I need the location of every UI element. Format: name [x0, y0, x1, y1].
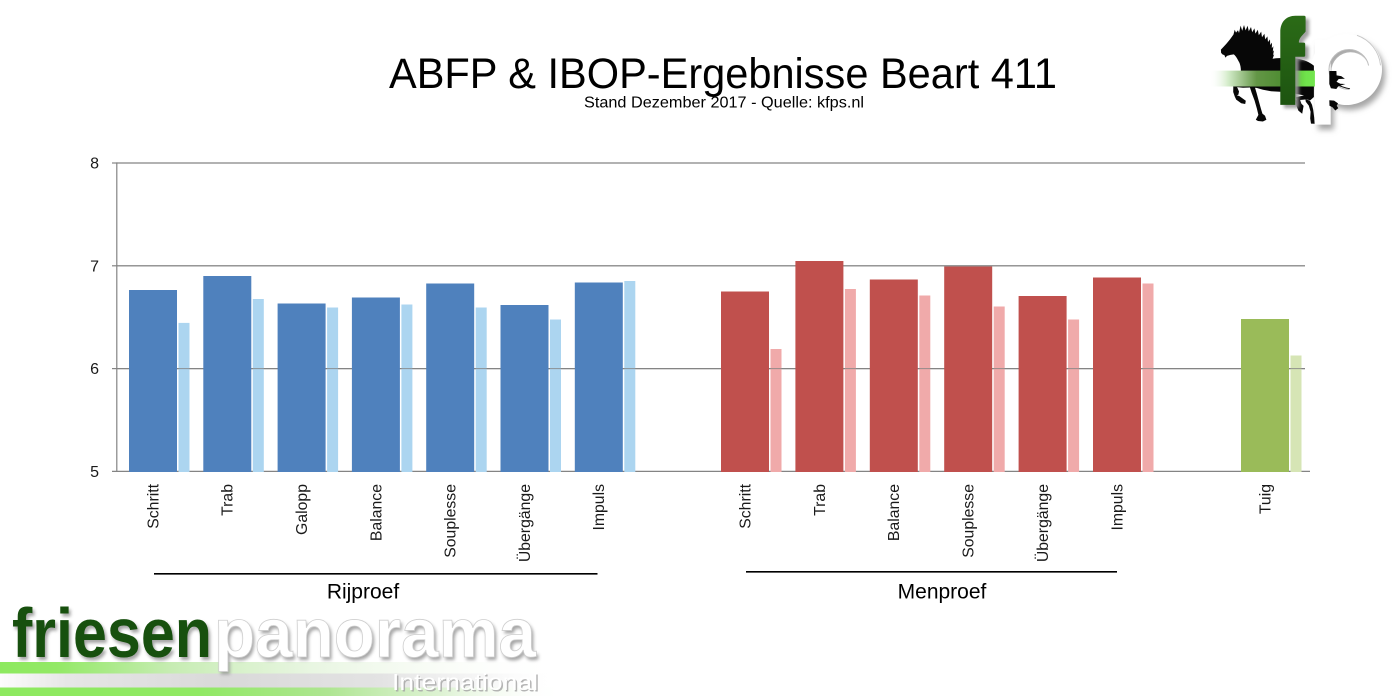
- svg-text:International: International: [392, 669, 538, 695]
- svg-text:7: 7: [90, 258, 99, 275]
- svg-text:Souplesse: Souplesse: [443, 484, 460, 558]
- svg-text:Galopp: Galopp: [294, 484, 311, 535]
- svg-text:Souplesse: Souplesse: [961, 484, 978, 558]
- svg-text:8: 8: [90, 156, 99, 173]
- svg-text:friesen: friesen: [14, 597, 214, 675]
- svg-text:Übergänge: Übergänge: [516, 484, 534, 562]
- svg-text:6: 6: [90, 361, 99, 378]
- svg-text:Trab: Trab: [812, 484, 829, 516]
- svg-text:Balance: Balance: [886, 484, 903, 541]
- svg-text:Impuls: Impuls: [1109, 484, 1126, 531]
- svg-text:Impuls: Impuls: [591, 484, 608, 531]
- svg-text:Schritt: Schritt: [737, 483, 754, 528]
- svg-text:Menproef: Menproef: [898, 581, 987, 604]
- svg-text:Rijproef: Rijproef: [327, 581, 400, 604]
- svg-text:ABFP & IBOP-Ergebnisse Beart 4: ABFP & IBOP-Ergebnisse Beart 411: [389, 50, 1057, 98]
- svg-text:5: 5: [90, 464, 99, 481]
- svg-text:friesen: friesen: [12, 594, 212, 672]
- svg-text:International: International: [394, 671, 540, 697]
- svg-text:panorama: panorama: [216, 597, 539, 675]
- svg-text:Übergänge: Übergänge: [1034, 484, 1052, 562]
- svg-text:Trab: Trab: [220, 484, 237, 516]
- svg-text:panorama: panorama: [214, 594, 537, 672]
- svg-text:Balance: Balance: [368, 484, 385, 541]
- svg-text:Tuig: Tuig: [1257, 484, 1274, 514]
- svg-text:Stand Dezember 2017 - Quelle:: Stand Dezember 2017 - Quelle: kfps.nl: [584, 95, 864, 112]
- svg-text:Schritt: Schritt: [145, 483, 162, 528]
